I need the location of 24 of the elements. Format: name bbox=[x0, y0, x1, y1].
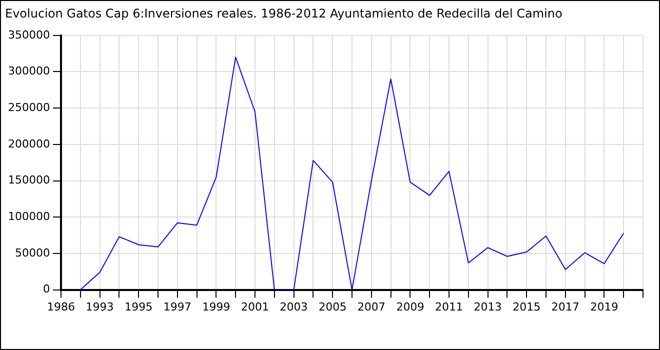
x-tick-label: 2017 bbox=[551, 300, 580, 314]
x-tick-label: 1999 bbox=[202, 300, 230, 314]
x-tick-label: 2001 bbox=[240, 300, 269, 314]
x-tick-label: 1993 bbox=[86, 300, 114, 314]
x-tick-label: 1997 bbox=[163, 300, 192, 314]
x-tick-label: 2003 bbox=[280, 300, 308, 314]
chart-title: Evolucion Gatos Cap 6:Inversiones reales. 1986-2012 Ayuntamiento de Redecilla del Camino bbox=[5, 6, 562, 20]
x-tick-label: 2009 bbox=[396, 300, 424, 314]
y-tick-label: 250000 bbox=[8, 100, 50, 114]
x-tick-label: 2011 bbox=[434, 300, 463, 314]
y-tick-label: 150000 bbox=[8, 174, 50, 187]
x-tick-label: 2007 bbox=[357, 300, 386, 314]
x-tick-label: 1986 bbox=[46, 300, 75, 314]
y-tick-label: 100000 bbox=[8, 210, 50, 223]
x-tick-label: 1995 bbox=[124, 300, 153, 314]
y-tick-label: 300000 bbox=[8, 64, 50, 78]
y-tick-label: 350000 bbox=[8, 28, 50, 42]
y-tick-label: 200000 bbox=[8, 137, 50, 150]
x-tick-label: 2019 bbox=[590, 300, 618, 314]
x-tick-label: 2013 bbox=[474, 300, 502, 314]
x-tick-label: 2005 bbox=[318, 300, 347, 314]
x-tick-label: 2015 bbox=[512, 300, 541, 314]
y-tick-label: 50000 bbox=[14, 246, 50, 260]
y-tick-label: 0 bbox=[42, 282, 50, 296]
